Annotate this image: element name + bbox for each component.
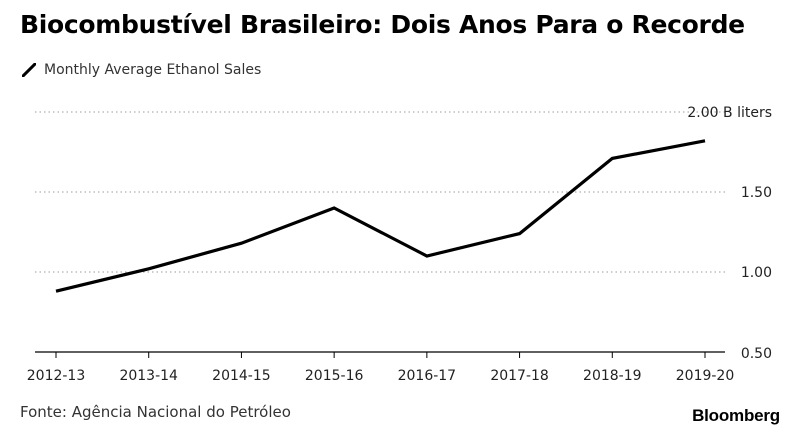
- x-tick-label: 2012-13: [27, 368, 86, 384]
- x-tick-label: 2015-16: [305, 368, 364, 384]
- series-line: [55, 139, 706, 293]
- legend-line-icon: [22, 63, 36, 77]
- source-note: Fonte: Agência Nacional do Petróleo: [20, 403, 291, 421]
- series-lines: [55, 139, 706, 293]
- y-tick-label: 2.00 B liters: [687, 105, 772, 121]
- chart-title: Biocombustível Brasileiro: Dois Anos Par…: [20, 10, 745, 39]
- x-tick-label: 2013-14: [119, 368, 178, 384]
- y-axis-labels: 0.50 1.00 1.50 2.00 B liters: [687, 105, 772, 362]
- legend: Monthly Average Ethanol Sales: [22, 62, 261, 78]
- x-tick-label: 2018-19: [583, 368, 642, 384]
- legend-label: Monthly Average Ethanol Sales: [44, 62, 262, 78]
- x-tick-label: 2017-18: [490, 368, 549, 384]
- x-tick-label: 2016-17: [398, 368, 457, 384]
- x-tick-label: 2014-15: [212, 368, 271, 384]
- y-tick-label: 0.50: [741, 346, 772, 362]
- x-tick-label: 2019-20: [676, 368, 735, 384]
- y-tick-label: 1.50: [741, 185, 772, 201]
- y-tick-label: 1.00: [741, 265, 772, 281]
- gridlines: [35, 111, 725, 353]
- bloomberg-logo: Bloomberg: [692, 406, 780, 425]
- x-axis: 2012-13 2013-14 2014-15 2015-16 2016-17 2017-…: [27, 352, 735, 384]
